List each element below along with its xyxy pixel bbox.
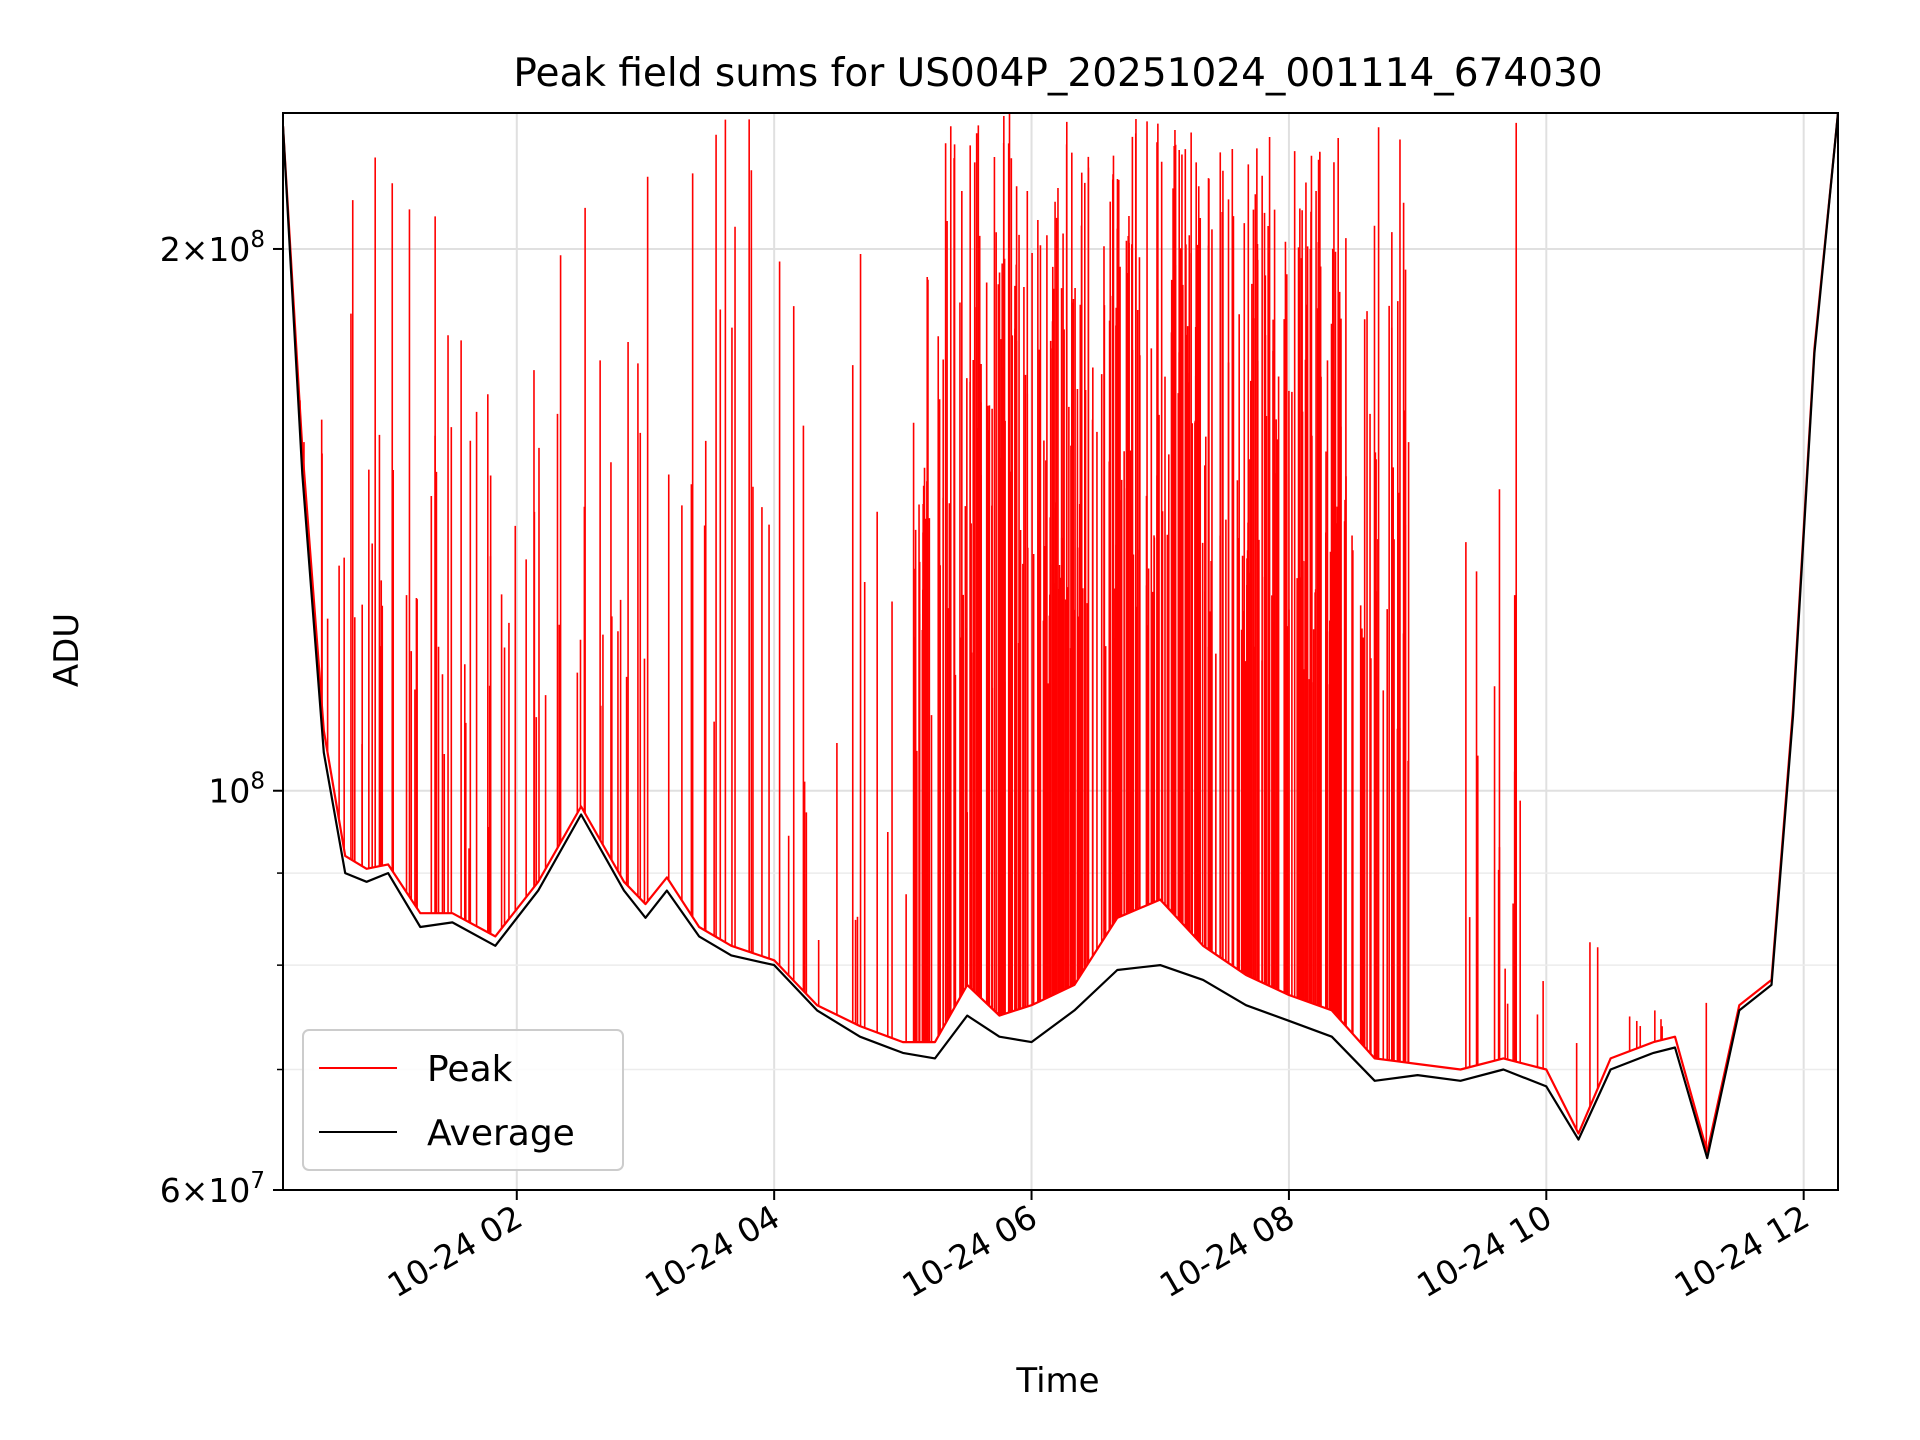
legend-box <box>302 1029 624 1171</box>
legend-label-average: Average <box>427 1113 575 1154</box>
x-axis-label: Time <box>1015 1361 1099 1401</box>
peak-spike-layer <box>299 113 1708 1149</box>
legend-label-peak: Peak <box>427 1049 513 1090</box>
y-axis-label: ADU <box>47 613 87 687</box>
series-layer <box>283 113 1838 1160</box>
y-tick-label: 108 <box>208 769 265 811</box>
plot-area <box>283 113 1838 1160</box>
series-line-average <box>283 113 1838 1160</box>
axes-frame <box>282 112 1839 1191</box>
series-line-peak <box>283 113 1838 1153</box>
y-tick-label: 2×108 <box>160 227 265 269</box>
y-tick-label: 6×107 <box>160 1168 265 1210</box>
legend: Peak Average <box>302 1029 624 1171</box>
chart-title: Peak field sums for US004P_20251024_0011… <box>513 51 1602 96</box>
